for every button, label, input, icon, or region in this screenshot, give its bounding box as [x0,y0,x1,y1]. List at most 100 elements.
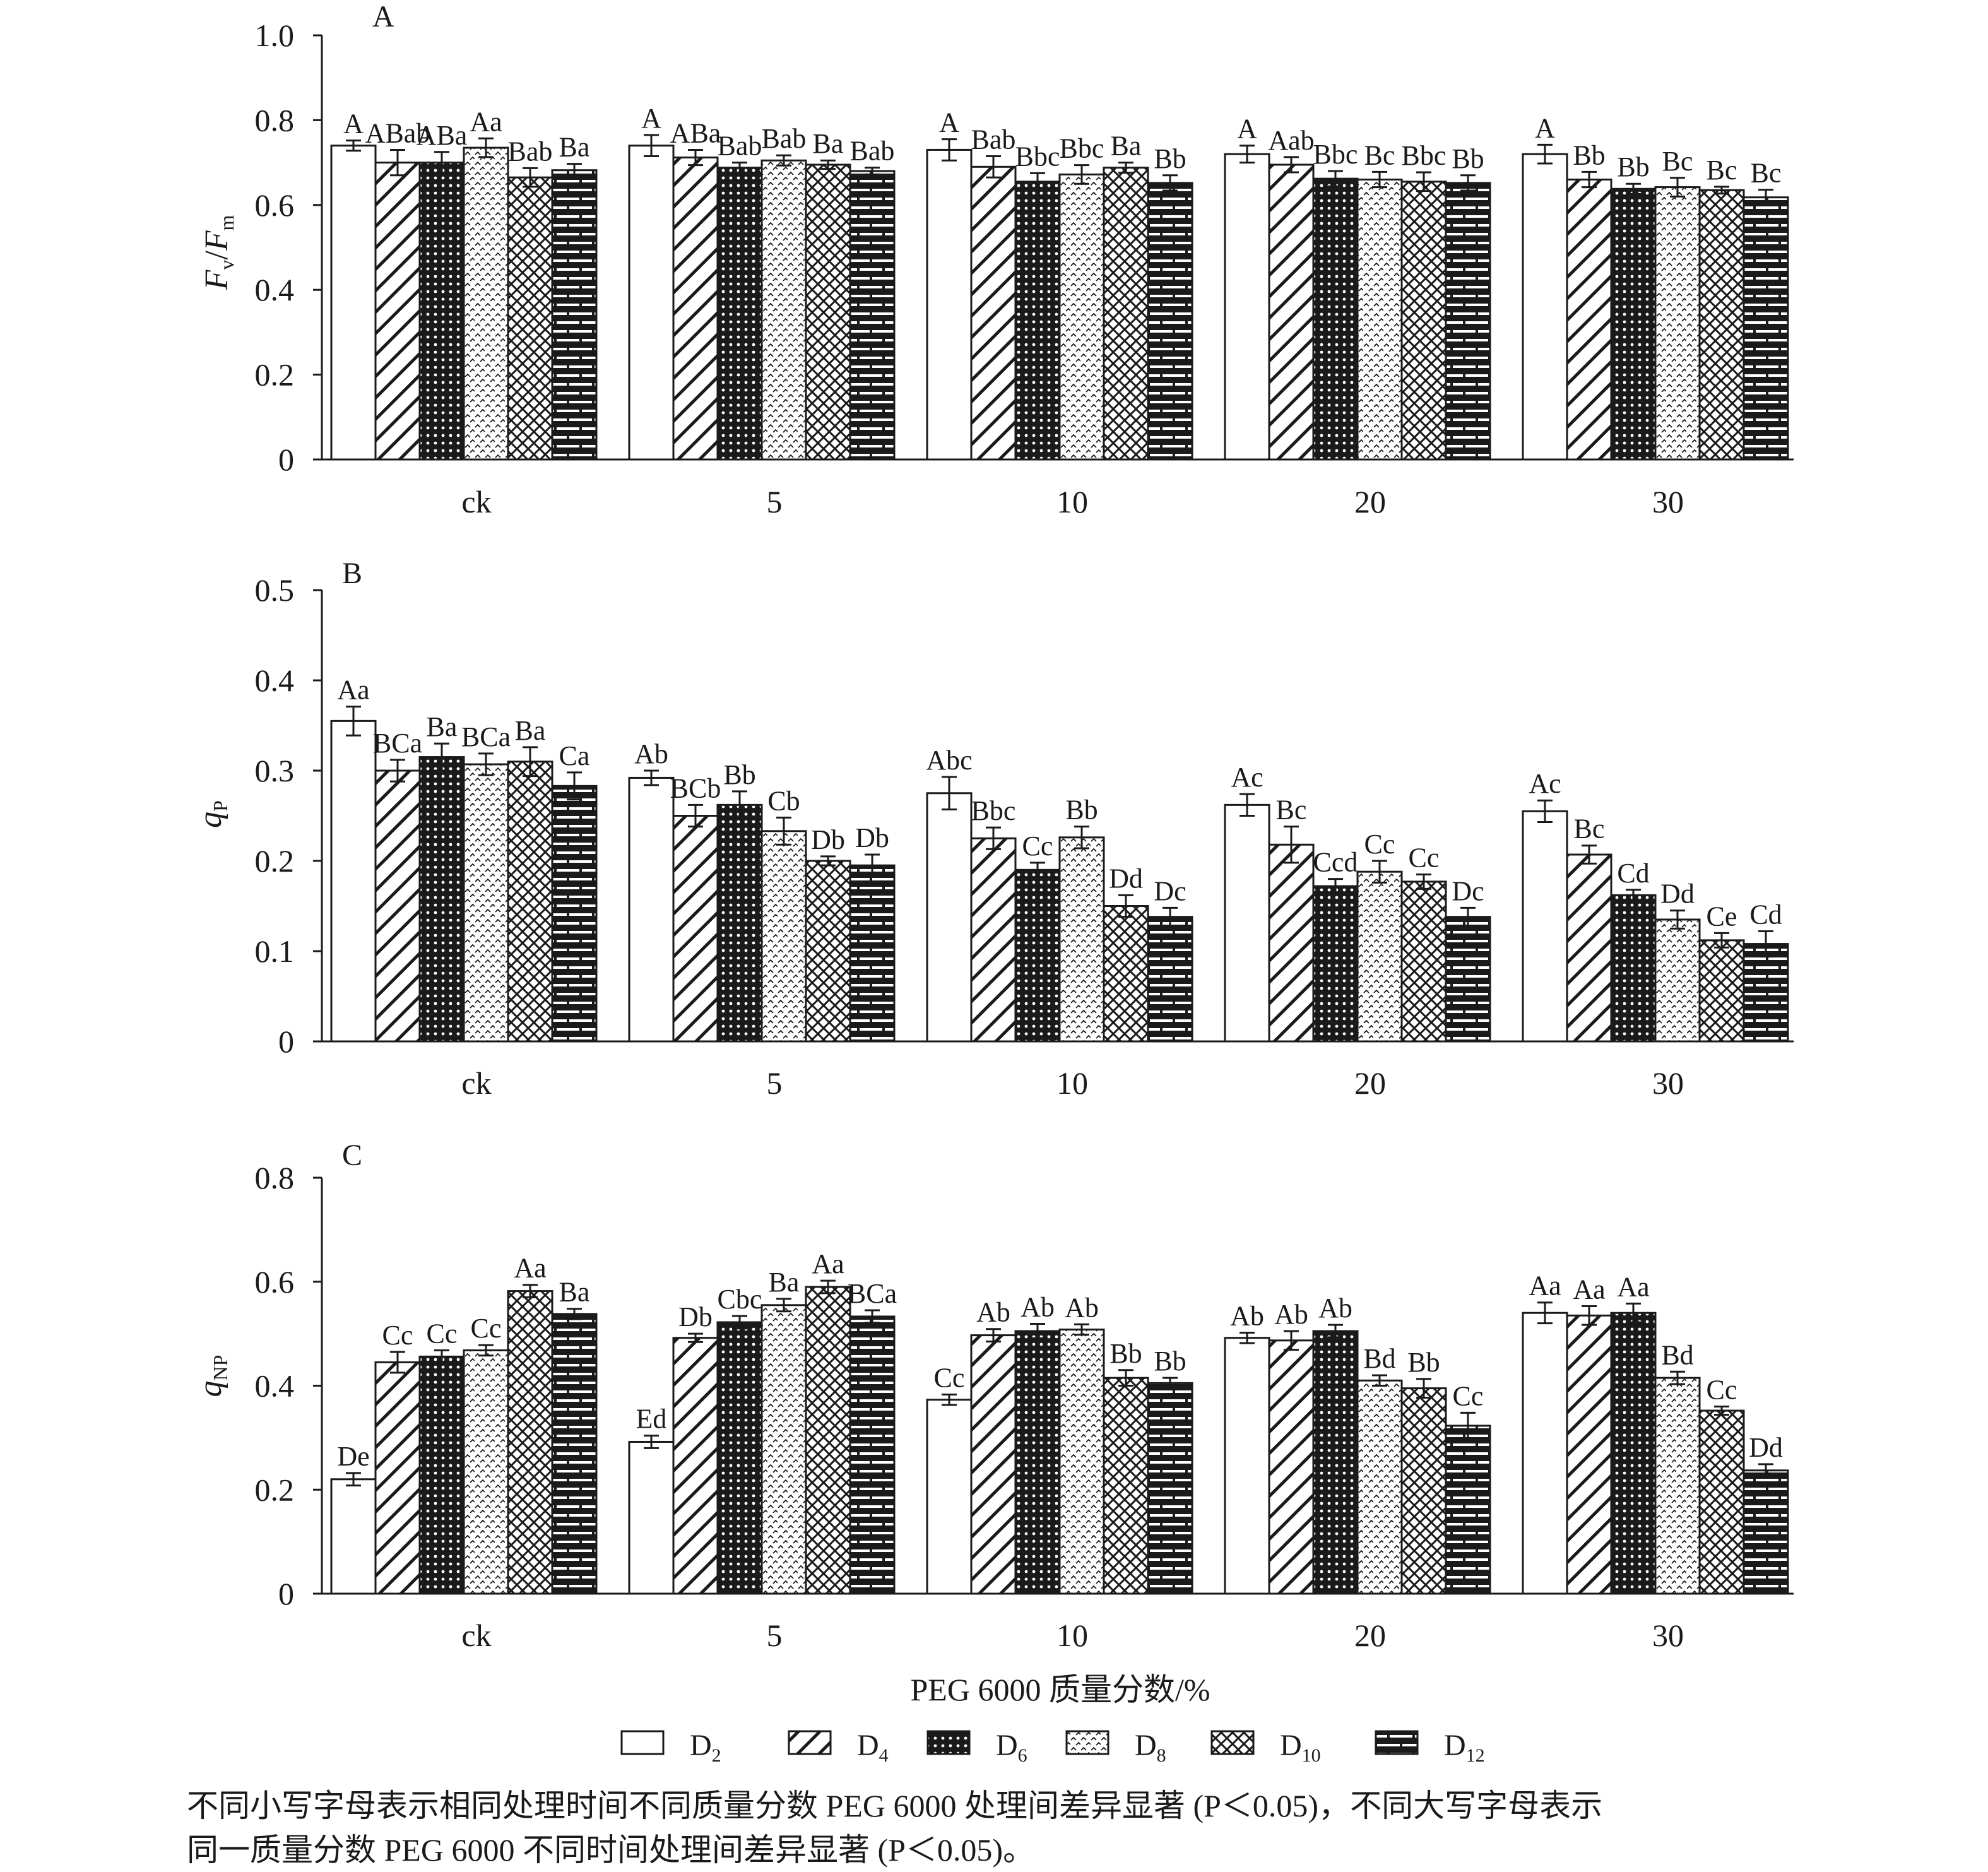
y-axis-label-part: q [192,812,228,828]
x-tick-label: 20 [1354,484,1386,519]
significance-label: Bab [850,136,895,167]
bar [628,776,675,1043]
significance-label: Ab [1274,1299,1308,1330]
significance-label: Dc [1154,875,1186,906]
y-axis-label: qP [192,800,232,828]
significance-label: Aab [1268,125,1314,156]
bar [716,1321,763,1595]
legend-swatch [788,1730,832,1755]
significance-label: Bb [1573,139,1605,170]
y-axis-label-sub: v [215,260,238,270]
significance-label: BCa [461,721,511,752]
bar [672,1337,719,1595]
bar [418,162,465,461]
caption-line-1: 不同小写字母表示相同处理时间不同质量分数 PEG 6000 处理间差异显著 (P… [187,1788,1603,1823]
significance-label: Bb [1154,143,1186,174]
significance-label: Ba [1111,131,1142,162]
x-tick-label: 10 [1056,1618,1088,1653]
significance-label: Dc [1452,875,1484,906]
bar [1445,1425,1491,1595]
legend-swatch [620,1730,665,1755]
significance-label: Ac [1529,768,1561,799]
legend-label: D10 [1280,1729,1321,1766]
significance-label: Ba [559,1277,590,1308]
bar [1058,173,1105,461]
significance-label: Bb [1617,151,1649,182]
bar [1312,1330,1359,1595]
legend-label: D4 [857,1729,889,1766]
significance-label: Bc [1751,158,1782,189]
bar [463,1349,509,1595]
bar [1742,943,1789,1043]
legend-label-main: D [690,1729,712,1762]
bar [672,815,719,1043]
significance-label: Ab [1065,1292,1099,1323]
bar [805,1286,851,1595]
x-tick-label: 20 [1354,1618,1386,1653]
significance-label: A [641,103,661,134]
bar [1566,853,1612,1043]
significance-label: Ab [1021,1291,1055,1322]
y-tick-label: 0.8 [255,1160,295,1195]
bar [1610,187,1657,461]
bar [1400,880,1447,1043]
significance-label: Db [811,824,845,855]
bar [672,157,719,461]
y-tick-label: 0.5 [255,572,295,608]
significance-label: Ab [1318,1293,1352,1324]
bar [1268,163,1315,461]
bar [1312,177,1359,461]
significance-label: Bb [1065,795,1098,826]
significance-label: Ab [976,1297,1010,1328]
significance-label: Aa [812,1248,844,1279]
legend-label-main: D [857,1729,879,1762]
significance-label: Aa [1529,1271,1561,1301]
bar [507,176,553,461]
bar [1566,178,1612,461]
bar [374,1361,421,1595]
significance-label: Dd [1749,1432,1783,1463]
significance-label: Abc [926,745,972,776]
legend-label-main: D [1444,1729,1466,1762]
significance-label: Cc [1022,831,1053,862]
panel-letter: C [342,1139,362,1172]
significance-label: Ac [1231,762,1263,793]
significance-label: Bc [1364,139,1395,170]
y-tick-label: 0.2 [255,843,295,879]
bar [760,830,807,1043]
bar [1610,894,1657,1043]
bar [970,1334,1017,1595]
y-tick-label: 0.6 [255,187,295,223]
bar [760,159,807,461]
legend-swatch [1375,1730,1419,1755]
significance-label: Cc [427,1318,458,1349]
y-axis-label: Fv/Fm [199,215,238,290]
legend-label-sub: 2 [712,1745,721,1766]
significance-label: Bab [762,123,807,154]
significance-label: Bc [1574,814,1605,844]
y-tick-label: 0.6 [255,1264,295,1300]
legend-label-main: D [996,1729,1018,1762]
significance-label: Aa [470,106,502,137]
significance-label: Ba [427,711,458,742]
significance-label: BCa [848,1278,897,1309]
bar [418,1355,465,1595]
bar [374,769,421,1043]
significance-label: Cbc [718,1284,762,1315]
bar [1014,181,1061,461]
x-tick-label: ck [461,484,491,519]
y-axis-label-part: q [192,1380,228,1397]
bar [1058,836,1105,1043]
significance-label: Cd [1749,899,1782,930]
bar [1224,1337,1270,1595]
significance-label: Bbc [1015,141,1060,172]
x-tick-label: ck [461,1065,491,1101]
bar [463,146,509,461]
bar [1103,1377,1149,1595]
legend-swatch [926,1730,971,1755]
significance-label: Bbc [1313,139,1358,170]
significance-label: ABa [417,120,468,151]
significance-label: Aa [337,674,369,705]
y-axis-label-part: / [199,251,235,260]
